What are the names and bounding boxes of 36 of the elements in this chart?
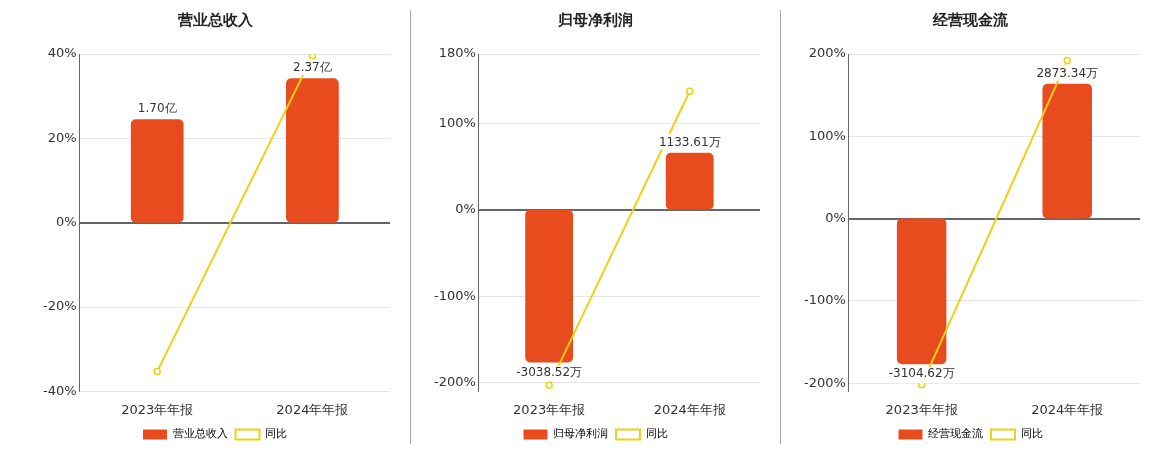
- x-tick-label: 2023年年报: [513, 401, 586, 417]
- data-label: -3104.62万: [888, 366, 955, 381]
- data-label: 1133.61万: [658, 134, 721, 149]
- y-tick-label: 0%: [455, 201, 476, 217]
- legend-label: 同比: [1020, 427, 1043, 441]
- chart-title: 经营现金流: [932, 10, 1009, 29]
- data-label: 2873.34万: [1036, 65, 1099, 80]
- x-tick-label: 2024年年报: [653, 401, 726, 417]
- y-tick-label: 0%: [825, 209, 846, 225]
- y-tick-label: 180%: [438, 45, 476, 61]
- x-tick-label: 2023年年报: [121, 401, 194, 417]
- y-tick-label: -40%: [42, 382, 77, 398]
- y-tick-label: 200%: [808, 45, 846, 61]
- x-tick-label: 2024年年报: [276, 401, 349, 417]
- chart-title: 营业总收入: [176, 10, 254, 29]
- data-label: -3038.52万: [516, 364, 583, 379]
- legend-label: 经营现金流: [928, 427, 983, 441]
- y-tick-label: -200%: [804, 374, 846, 390]
- y-tick-label: 0%: [55, 214, 77, 230]
- y-tick-label: 100%: [438, 114, 476, 130]
- legend-label: 营业总收入: [172, 427, 228, 441]
- data-label: 1.70亿: [137, 101, 177, 116]
- y-tick-label: 40%: [47, 45, 77, 61]
- chart-title: 归母净利润: [557, 10, 633, 29]
- legend-label: 同比: [645, 427, 668, 441]
- legend-label: 归母净利润: [553, 427, 608, 441]
- y-tick-label: 100%: [808, 127, 846, 143]
- y-tick-label: -100%: [434, 287, 476, 303]
- y-tick-label: -20%: [42, 298, 77, 314]
- y-tick-label: -100%: [804, 292, 846, 308]
- y-tick-label: 20%: [47, 129, 77, 145]
- x-tick-label: 2023年年报: [885, 401, 958, 417]
- legend-label: 同比: [265, 427, 287, 441]
- y-tick-label: -200%: [434, 374, 476, 390]
- data-label: 2.37亿: [293, 60, 332, 75]
- x-tick-label: 2024年年报: [1031, 401, 1104, 417]
